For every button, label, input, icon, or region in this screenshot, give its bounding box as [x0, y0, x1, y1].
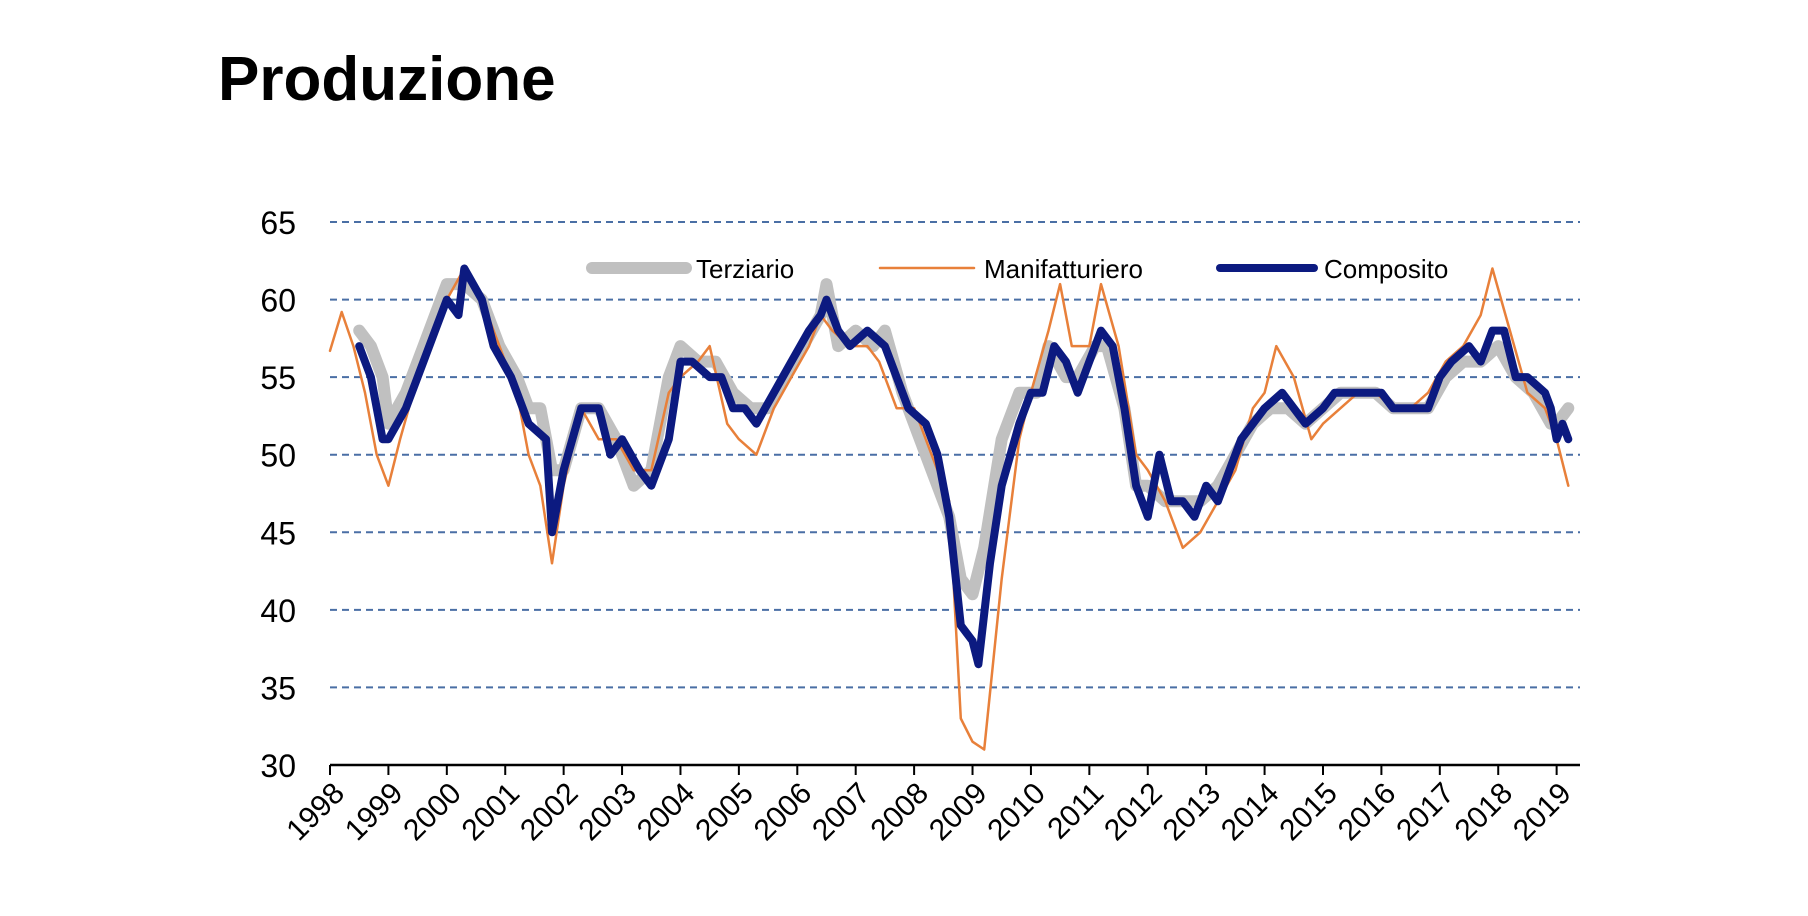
y-tick-label: 50: [260, 438, 296, 474]
x-tick-label: 2002: [514, 777, 585, 848]
x-tick-label: 2014: [1215, 777, 1286, 848]
y-tick-label: 30: [260, 748, 296, 784]
x-tick-label: 2000: [397, 777, 468, 848]
series-lines: [328, 264, 1575, 751]
y-tick-label: 65: [260, 205, 296, 241]
x-tick-label: 2016: [1332, 777, 1403, 848]
y-tick-label: 40: [260, 593, 296, 629]
y-axis: 30 35 40 45 50 55 60 65: [260, 205, 296, 784]
y-tick-label: 55: [260, 360, 296, 396]
series-line-composito: [355, 264, 1573, 669]
x-tick-label: 2013: [1157, 777, 1228, 848]
x-tick-label: 2015: [1273, 777, 1344, 848]
x-tick-label: 1999: [339, 777, 410, 848]
x-tick-label: 2008: [865, 777, 936, 848]
legend-label-terziario: Terziario: [696, 254, 794, 284]
x-tick-label: 2006: [748, 777, 819, 848]
x-tick-label: 2001: [456, 777, 527, 848]
x-tick-label: 2004: [631, 777, 702, 848]
y-tick-label: 35: [260, 670, 296, 706]
x-tick-label: 1998: [280, 777, 351, 848]
chart-title: Produzione: [218, 45, 556, 114]
x-tick-label: 2005: [689, 777, 760, 848]
x-tick-label: 2012: [1098, 777, 1169, 848]
legend-label-composito: Composito: [1324, 254, 1448, 284]
x-tick-label: 2017: [1390, 777, 1461, 848]
y-tick-label: 45: [260, 515, 296, 551]
legend-label-manifatturiero: Manifatturiero: [984, 254, 1143, 284]
x-tick-label: 2018: [1449, 777, 1520, 848]
x-tick-label: 2011: [1041, 777, 1110, 846]
x-tick-label: 2009: [923, 777, 994, 848]
legend: Terziario Manifatturiero Composito: [586, 254, 1448, 284]
x-tick-label: 2019: [1507, 777, 1578, 848]
y-tick-label: 60: [260, 283, 296, 319]
x-tick-label: 2007: [806, 777, 877, 848]
x-tick-label: 2010: [981, 777, 1052, 848]
x-tick-label: 2003: [572, 777, 643, 848]
x-axis: 1998199920002001200220032004200520062007…: [280, 763, 1580, 848]
